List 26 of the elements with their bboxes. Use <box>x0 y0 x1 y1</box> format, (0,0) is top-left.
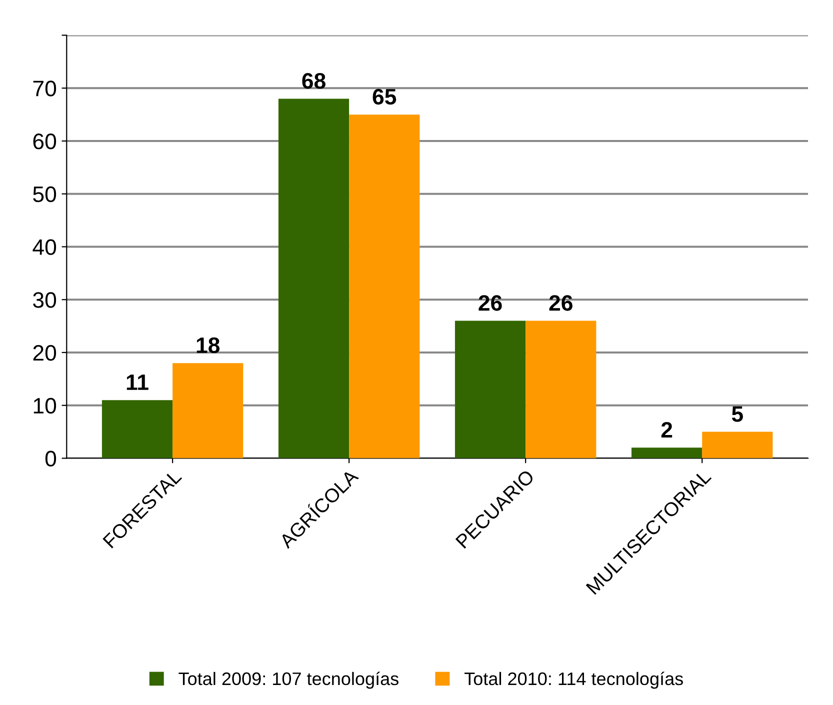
data-label: 65 <box>372 88 396 105</box>
bar <box>349 114 420 458</box>
data-label: 68 <box>302 73 326 89</box>
y-tick-label: 50 <box>33 186 56 202</box>
legend-label: Total 2010: 114 tecnologías <box>464 672 683 689</box>
data-label: 18 <box>196 337 220 354</box>
data-label: 5 <box>732 406 743 422</box>
bar <box>278 98 350 458</box>
data-label: 26 <box>478 295 502 311</box>
y-tick-label: 60 <box>33 134 56 150</box>
data-label: 26 <box>549 295 572 311</box>
bar <box>454 320 526 458</box>
y-tick-label: 30 <box>33 292 56 308</box>
bar <box>172 363 244 458</box>
y-tick-label: 10 <box>34 398 56 414</box>
data-label: 11 <box>126 374 148 390</box>
y-tick-label: 70 <box>33 80 56 96</box>
bar <box>631 448 702 458</box>
legend-label: Total 2009: 107 tecnologías <box>178 672 398 689</box>
y-tick-label: 40 <box>32 239 56 256</box>
data-label: 2 <box>661 422 672 438</box>
bar <box>526 320 596 458</box>
bar <box>102 400 173 458</box>
y-tick-label: 20 <box>33 345 56 361</box>
bar <box>702 432 773 458</box>
y-tick-label: 0 <box>45 450 56 467</box>
